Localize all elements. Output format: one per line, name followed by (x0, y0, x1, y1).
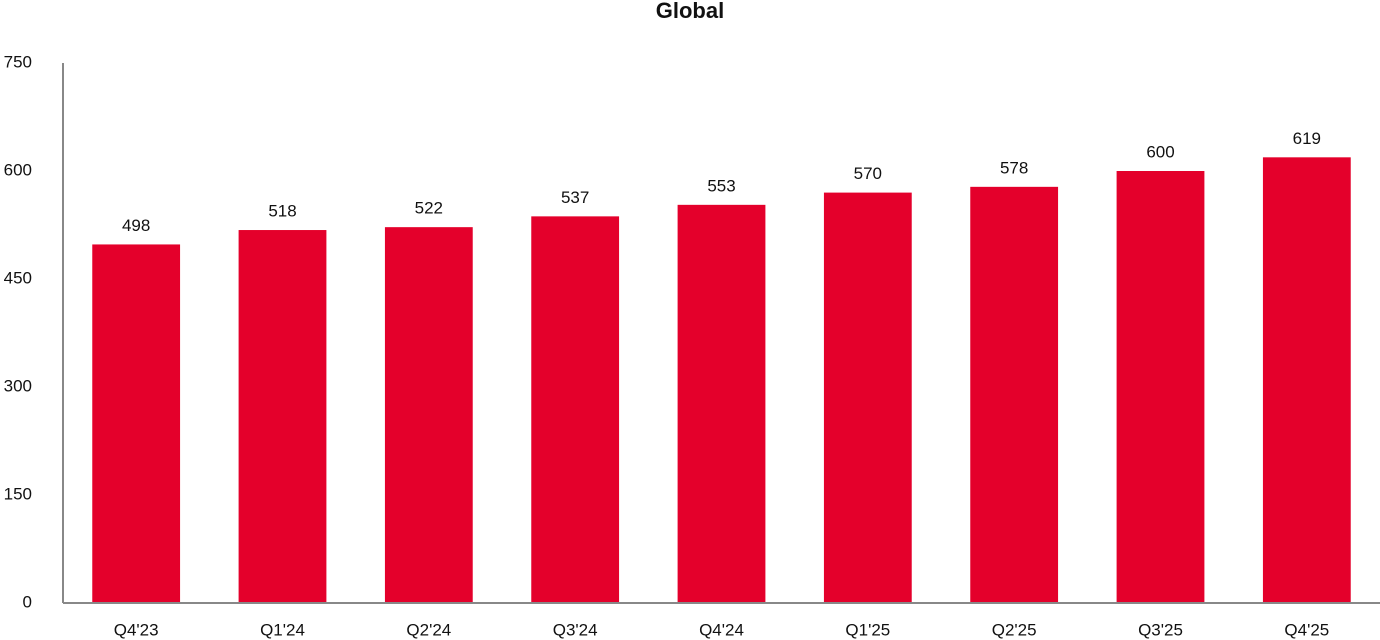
bar (1262, 157, 1351, 603)
y-tick-label: 600 (4, 160, 32, 179)
x-tick-label: Q4'25 (1284, 620, 1329, 639)
x-tick-label: Q3'25 (1138, 620, 1183, 639)
bar (677, 204, 766, 603)
value-label: 553 (707, 176, 735, 195)
chart-title: Global (656, 0, 724, 23)
bar (531, 216, 620, 604)
value-label: 537 (561, 188, 589, 207)
value-label: 600 (1146, 142, 1174, 161)
value-label: 498 (122, 216, 150, 235)
y-tick-label: 150 (4, 484, 32, 503)
x-tick-label: Q3'24 (553, 620, 598, 639)
x-tick-label: Q4'23 (114, 620, 159, 639)
bar (970, 186, 1059, 603)
y-tick-label: 0 (23, 592, 32, 611)
value-label: 570 (854, 164, 882, 183)
value-label: 518 (268, 202, 296, 221)
value-label: 619 (1293, 129, 1321, 148)
value-label: 522 (415, 199, 443, 218)
x-tick-label: Q1'25 (845, 620, 890, 639)
y-tick-label: 450 (4, 268, 32, 287)
y-tick-label: 300 (4, 376, 32, 395)
x-tick-label: Q4'24 (699, 620, 744, 639)
x-tick-label: Q2'24 (406, 620, 451, 639)
x-tick-label: Q2'25 (992, 620, 1037, 639)
y-tick-label: 750 (4, 52, 32, 71)
x-tick-label: Q1'24 (260, 620, 305, 639)
bar (823, 192, 912, 603)
value-label: 578 (1000, 158, 1028, 177)
bar (384, 227, 473, 603)
bar (92, 244, 181, 603)
bar (238, 230, 327, 604)
bar (1116, 171, 1205, 603)
